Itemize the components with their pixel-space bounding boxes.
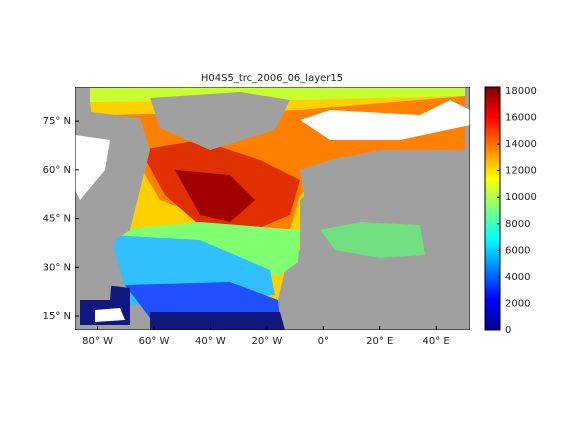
colorbar-tick-label: 2000 [505,298,530,309]
y-tick-label: 60° N [43,165,71,176]
y-tick-label: 15° N [43,311,71,322]
x-tick-label: 40° W [195,336,226,347]
colorbar-tick-label: 0 [505,325,511,336]
y-tick-label: 45° N [43,214,71,225]
map-title: H04S5_trc_2006_06_layer15 [201,73,343,84]
colorbar-tick-label: 12000 [505,166,537,177]
y-tick-label: 30° N [43,262,71,273]
colorbar-tick-label: 18000 [505,86,537,97]
x-tick-label: 20° E [366,336,393,347]
map-field [75,87,470,330]
colorbar-tick-label: 16000 [505,113,537,124]
x-tick-label: 20° W [251,336,282,347]
colorbar-tick-label: 4000 [505,272,530,283]
colorbar-tick-label: 6000 [505,245,530,256]
x-tick-label: 60° W [139,336,170,347]
x-tick-label: 80° W [82,336,113,347]
y-tick-label: 75° N [43,116,71,127]
colorbar-tick-label: 8000 [505,219,530,230]
x-tick-label: 40° E [423,336,450,347]
colorbar-tick-label: 14000 [505,139,537,150]
colorbar [484,86,501,331]
x-tick-label: 0° [318,336,329,347]
colorbar-tick-label: 10000 [505,192,537,203]
